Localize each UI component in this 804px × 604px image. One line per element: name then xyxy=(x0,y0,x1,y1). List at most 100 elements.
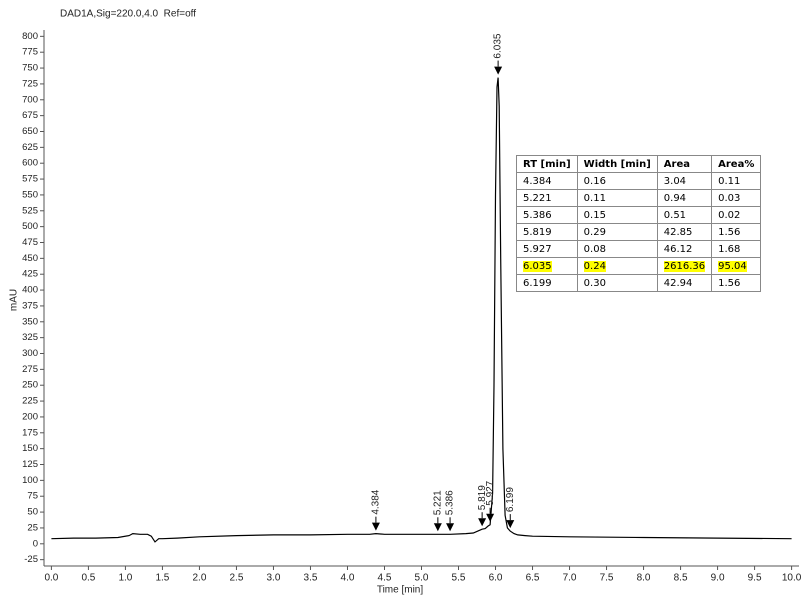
x-axis-label: Time [min] xyxy=(377,585,424,596)
table-header: RT [min] Width [min] Area Area% xyxy=(516,155,762,173)
table-cell: 0.51 xyxy=(663,209,687,221)
y-tick-label: 350 xyxy=(22,316,38,327)
y-tick-label: 75 xyxy=(27,491,38,502)
table-cell-wrap: 0.24 xyxy=(576,257,658,275)
y-tick-label: 750 xyxy=(22,63,38,74)
table-cell-wrap: 0.51 xyxy=(656,206,713,224)
table-row: 4.384 0.16 3.04 0.11 xyxy=(516,172,762,190)
table-cell-wrap: 42.94 xyxy=(656,274,713,292)
peak-table: RT [min] Width [min] Area Area% 4.384 0.16 3.0… xyxy=(516,155,762,292)
y-tick-label: 225 xyxy=(22,396,38,407)
y-tick-label: 625 xyxy=(22,142,38,153)
column-header: Area% xyxy=(711,155,762,173)
peak-marker xyxy=(446,523,455,532)
y-tick-label: 500 xyxy=(22,221,38,232)
y-tick-label: 550 xyxy=(22,189,38,200)
y-tick-label: 325 xyxy=(22,332,38,343)
chart-title: DAD1A,Sig=220.0,4.0 Ref=off xyxy=(60,9,196,20)
y-tick-label: 300 xyxy=(22,348,38,359)
table-cell-wrap: 6.035 xyxy=(516,257,578,275)
peak-label: 5.927 xyxy=(485,480,496,505)
y-tick-label: 200 xyxy=(22,411,38,422)
x-tick-label: 0.5 xyxy=(81,573,95,584)
table-cell-wrap: 4.384 xyxy=(516,172,578,190)
peak-marker xyxy=(506,520,515,529)
table-cell-wrap: 0.11 xyxy=(576,189,658,207)
table-row: 6.035 0.24 2616.36 95.04 xyxy=(516,257,762,275)
table-cell-wrap: 1.56 xyxy=(711,274,762,292)
trace xyxy=(51,77,792,543)
table-cell-wrap: 0.16 xyxy=(576,172,658,190)
x-tick-label: 3.5 xyxy=(304,573,318,584)
peak-marker xyxy=(486,513,495,522)
table-cell-wrap: 0.08 xyxy=(576,240,658,258)
table-cell: 46.12 xyxy=(663,243,693,255)
x-tick-label: 5.5 xyxy=(452,573,466,584)
table-cell-wrap: 5.221 xyxy=(516,189,578,207)
table-cell: 0.15 xyxy=(583,209,606,221)
table-cell: 6.035 xyxy=(523,260,552,272)
y-tick-label: 475 xyxy=(22,237,38,248)
y-tick-label: 400 xyxy=(22,285,38,296)
y-tick-label: 725 xyxy=(22,78,38,89)
table-cell: 5.927 xyxy=(523,243,552,255)
table-cell-wrap: 3.04 xyxy=(656,172,713,190)
table-cell: 0.08 xyxy=(583,243,606,255)
x-tick-label: 8.0 xyxy=(637,573,651,584)
table-cell-wrap: 0.94 xyxy=(656,189,713,207)
table-cell-wrap: 95.04 xyxy=(711,257,762,275)
y-axis-label: mAU xyxy=(9,289,20,311)
x-tick-label: 2.0 xyxy=(192,573,206,584)
table-cell: 4.384 xyxy=(523,175,552,187)
x-tick-label: 6.0 xyxy=(489,573,503,584)
table-cell: 1.68 xyxy=(718,243,741,255)
table-cell-wrap: 0.30 xyxy=(576,274,658,292)
x-tick-label: 8.5 xyxy=(674,573,688,584)
table-cell: 0.11 xyxy=(583,192,606,204)
table-cell: 0.16 xyxy=(583,175,606,187)
table-row: 5.221 0.11 0.94 0.03 xyxy=(516,189,762,207)
x-tick-label: 3.0 xyxy=(267,573,281,584)
y-tick-label: 425 xyxy=(22,269,38,280)
table-cell-wrap: 0.03 xyxy=(711,189,762,207)
table-cell-wrap: 46.12 xyxy=(656,240,713,258)
x-tick-label: 6.5 xyxy=(526,573,540,584)
y-tick-label: 100 xyxy=(22,475,38,486)
column-header: Area xyxy=(656,155,713,173)
peak-label: 6.035 xyxy=(493,33,504,58)
y-tick-label: -25 xyxy=(24,554,38,565)
table-cell: 5.221 xyxy=(523,192,552,204)
table-cell: 0.11 xyxy=(718,175,741,187)
peak-label: 5.819 xyxy=(477,485,488,510)
x-tick-label: 0.0 xyxy=(44,573,58,584)
table-cell-wrap: 5.819 xyxy=(516,223,578,241)
y-tick-label: 25 xyxy=(27,522,38,533)
y-tick-label: 50 xyxy=(27,507,38,518)
x-tick-label: 9.5 xyxy=(748,573,762,584)
table-cell: 42.94 xyxy=(663,277,693,289)
y-tick-label: 150 xyxy=(22,443,38,454)
table-cell: 0.24 xyxy=(583,260,606,272)
column-header: Width [min] xyxy=(576,155,658,173)
table-cell-wrap: 5.927 xyxy=(516,240,578,258)
y-tick-label: 275 xyxy=(22,364,38,375)
table-row: 6.199 0.30 42.94 1.56 xyxy=(516,274,762,292)
x-tick-label: 4.0 xyxy=(341,573,355,584)
table-cell: 0.29 xyxy=(583,226,606,238)
peak-label: 5.221 xyxy=(432,490,443,515)
x-tick-label: 1.5 xyxy=(155,573,169,584)
table-cell-wrap: 2616.36 xyxy=(656,257,713,275)
y-tick-label: 175 xyxy=(22,427,38,438)
y-tick-label: 700 xyxy=(22,94,38,105)
peak-marker xyxy=(494,66,503,75)
table-cell: 5.819 xyxy=(523,226,552,238)
table-cell: 0.94 xyxy=(663,192,687,204)
y-tick-label: 125 xyxy=(22,459,38,470)
table-cell-wrap: 42.85 xyxy=(656,223,713,241)
y-tick-label: 250 xyxy=(22,380,38,391)
table-cell-wrap: 1.68 xyxy=(711,240,762,258)
y-tick-label: 0 xyxy=(33,538,38,549)
table-cell: 0.02 xyxy=(718,209,741,221)
